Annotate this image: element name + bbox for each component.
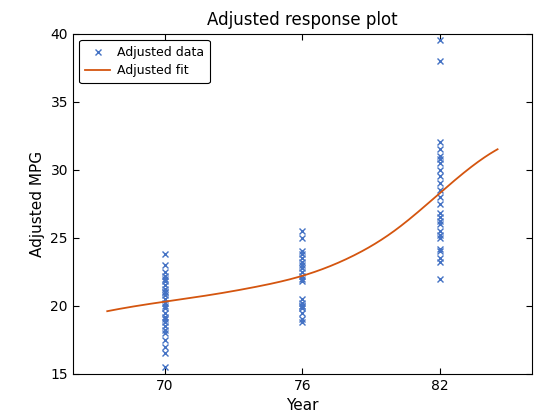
Adjusted data — [161, 276, 168, 281]
Adjusted data — [161, 269, 168, 274]
Adjusted data — [161, 292, 168, 297]
Adjusted data — [161, 301, 168, 306]
Adjusted fit — [433, 194, 440, 199]
Adjusted data — [161, 320, 168, 325]
Legend: Adjusted data, Adjusted fit: Adjusted data, Adjusted fit — [79, 40, 210, 83]
Adjusted data — [161, 252, 168, 257]
Adjusted data — [161, 365, 168, 370]
Adjusted data — [161, 317, 168, 322]
Adjusted fit — [105, 308, 112, 313]
Adjusted data — [161, 287, 168, 292]
Adjusted data — [161, 324, 168, 329]
Adjusted fit — [494, 147, 501, 152]
Title: Adjusted response plot: Adjusted response plot — [207, 11, 398, 29]
Adjusted fit — [336, 260, 343, 265]
Adjusted data — [161, 351, 168, 356]
Line: Adjusted fit: Adjusted fit — [107, 149, 497, 311]
Adjusted data — [161, 297, 168, 302]
Adjusted data — [161, 290, 168, 295]
Adjusted data — [161, 279, 168, 284]
Adjusted data — [161, 262, 168, 268]
Adjusted data — [161, 331, 168, 336]
Adjusted data — [161, 283, 168, 288]
Adjusted data — [161, 337, 168, 342]
X-axis label: Year: Year — [286, 398, 319, 413]
Adjusted fit — [104, 309, 110, 314]
Adjusted data — [161, 310, 168, 315]
Adjusted data — [161, 303, 168, 308]
Adjusted data — [161, 344, 168, 349]
Adjusted data — [161, 328, 168, 333]
Adjusted data — [161, 314, 168, 319]
Adjusted fit — [458, 173, 464, 178]
Y-axis label: Adjusted MPG: Adjusted MPG — [30, 151, 45, 257]
Adjusted fit — [343, 257, 349, 262]
Adjusted data — [161, 290, 168, 295]
Adjusted data — [161, 273, 168, 278]
Adjusted data — [161, 306, 168, 311]
Adjusted fit — [335, 260, 342, 265]
Line: Adjusted data: Adjusted data — [161, 251, 168, 370]
